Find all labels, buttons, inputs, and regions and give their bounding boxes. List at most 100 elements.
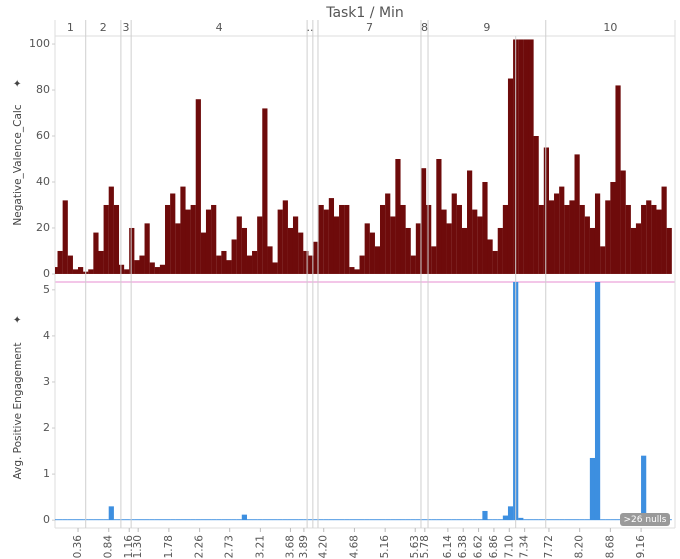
partition-label: ..	[306, 21, 313, 34]
bar	[441, 519, 447, 521]
bar	[487, 239, 493, 274]
bar	[446, 519, 452, 521]
bar	[77, 267, 84, 274]
bar	[216, 255, 222, 274]
x-tick-label: 0.84	[103, 535, 115, 559]
bar	[415, 519, 422, 521]
bar	[467, 170, 473, 274]
bar	[139, 519, 145, 521]
y-tick-label: 1	[43, 467, 50, 480]
bar	[57, 519, 63, 521]
bar	[615, 85, 621, 274]
x-tick-label: 6.38	[457, 535, 469, 558]
x-tick-label: 2.73	[224, 535, 236, 558]
bar	[328, 519, 335, 521]
y-tick-label: 5	[43, 283, 50, 296]
bar	[456, 519, 462, 521]
x-tick-label: 8.20	[574, 535, 586, 558]
bar	[77, 519, 84, 521]
x-tick-label: 1.30	[132, 535, 144, 558]
x-tick-label: 9.16	[635, 535, 647, 559]
y-tick-label: 40	[36, 175, 50, 188]
bar	[154, 267, 160, 274]
bar	[298, 519, 304, 521]
bar	[641, 204, 647, 274]
bar	[292, 216, 299, 274]
null-indicator-bg	[620, 513, 670, 526]
bar	[410, 255, 416, 274]
bar	[257, 216, 263, 274]
bar	[436, 519, 442, 521]
partition-label: 2	[100, 21, 107, 34]
bar	[395, 159, 401, 274]
bar	[349, 267, 355, 274]
bar	[236, 519, 242, 521]
bar	[379, 204, 386, 274]
bar	[149, 519, 155, 521]
bar	[646, 200, 652, 274]
y-tick-label: 0	[43, 513, 50, 526]
y-tick-label: 60	[36, 129, 50, 142]
bar	[344, 519, 350, 521]
bar	[226, 260, 232, 274]
bar	[118, 519, 125, 521]
x-tick-label: 1.78	[163, 535, 175, 558]
bar	[415, 223, 422, 274]
bar	[292, 519, 299, 521]
bar	[369, 232, 375, 274]
bar	[538, 204, 544, 274]
bar	[103, 204, 109, 274]
bar	[185, 519, 191, 521]
bar	[354, 519, 360, 521]
x-tick-label: 6.62	[473, 535, 485, 558]
bar	[339, 204, 345, 274]
bar	[318, 519, 324, 521]
bar	[149, 262, 155, 274]
partition-label: 3	[123, 21, 130, 34]
bar	[113, 204, 120, 274]
bar	[538, 519, 544, 521]
bar-group	[55, 39, 672, 274]
y-tick-label: 0	[43, 267, 50, 280]
bar	[666, 227, 672, 274]
bar	[180, 519, 186, 521]
bar	[246, 255, 253, 274]
bar	[267, 519, 273, 521]
bar	[205, 519, 212, 521]
bar	[492, 250, 498, 274]
partition-label: 10	[603, 21, 617, 34]
bar	[451, 519, 457, 521]
bar	[354, 269, 360, 274]
bar	[359, 255, 365, 274]
bar	[282, 519, 288, 521]
y-tick-label: 2	[43, 421, 50, 434]
bar	[72, 269, 79, 274]
x-tick-label: 6.14	[442, 535, 454, 559]
bar	[548, 519, 555, 521]
pin-icon: ✦	[12, 79, 24, 88]
bar	[272, 519, 278, 521]
bar	[62, 200, 68, 274]
partition-label: 1	[67, 21, 74, 34]
bar	[72, 519, 79, 521]
bar	[241, 227, 247, 274]
partition-label: 7	[366, 21, 373, 34]
bar	[55, 519, 58, 521]
bar	[364, 223, 370, 274]
bar	[308, 519, 314, 521]
bar	[405, 227, 411, 274]
bar	[431, 246, 437, 274]
bar	[180, 186, 186, 274]
x-tick-label: 2.26	[194, 535, 206, 559]
bar	[497, 519, 503, 521]
x-tick-label: 4.68	[348, 535, 360, 558]
bar	[252, 519, 258, 521]
x-tick-label: 6.86	[488, 535, 500, 559]
bar-group	[55, 282, 672, 521]
bar	[88, 269, 94, 274]
bar	[502, 515, 509, 521]
bar	[313, 519, 319, 521]
y-tick-label: 4	[43, 329, 50, 342]
x-tick-label: 5.78	[419, 535, 431, 558]
bar	[67, 519, 73, 521]
